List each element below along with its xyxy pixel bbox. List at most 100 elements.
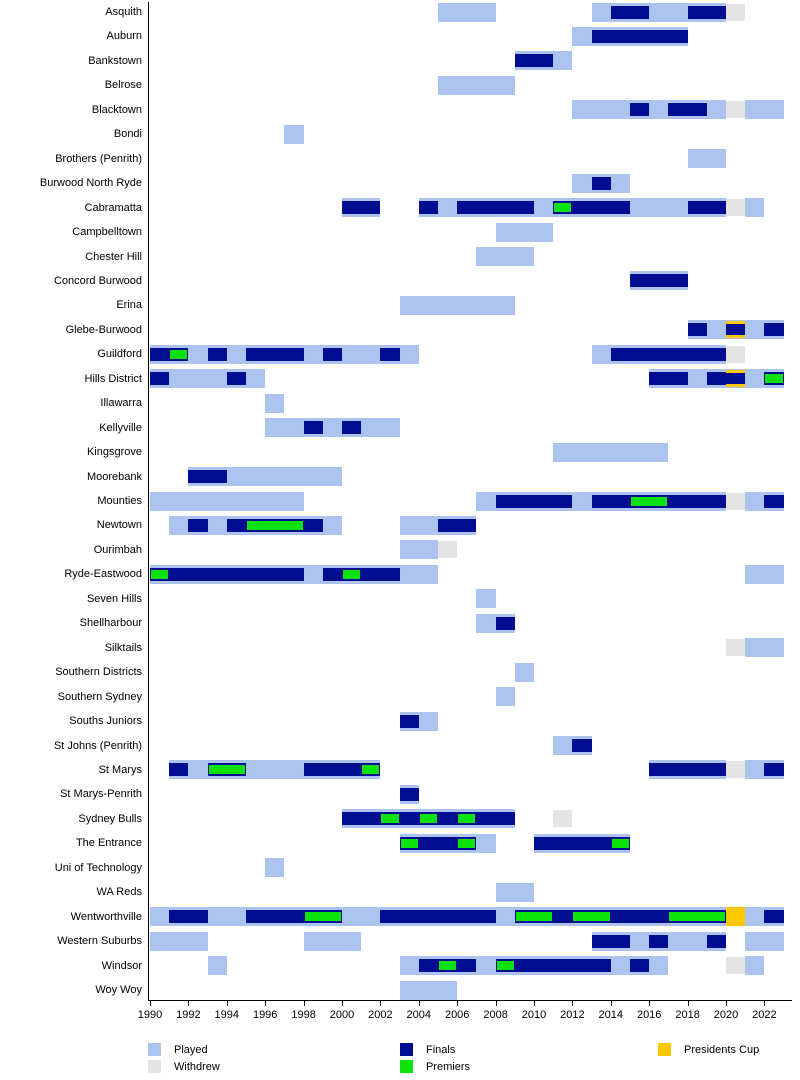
bar-segment-played — [342, 907, 381, 927]
bar-segment-finals — [591, 176, 611, 190]
x-axis-tick-label: 2002 — [368, 1009, 393, 1021]
bar-segment-premiers — [362, 765, 380, 775]
bar-segment-finals — [361, 567, 400, 581]
legend-item-finals: Finals — [400, 1043, 600, 1057]
bar-segment-withdrew — [438, 541, 458, 559]
bar-segment-played — [399, 344, 419, 364]
bar-segment-finals — [610, 5, 650, 19]
row-label: Hills District — [84, 372, 142, 385]
bar-segment-premiers — [304, 912, 341, 922]
bar-segment-withdrew — [726, 639, 746, 657]
bar-segment-finals — [706, 934, 726, 948]
bar-segment-finals — [188, 518, 208, 532]
row-label: Belrose — [104, 79, 142, 92]
bar-segment-finals — [457, 201, 534, 215]
bar-segment-played — [745, 100, 784, 120]
bar-segment-played — [649, 100, 669, 120]
bar-segment-finals — [514, 959, 611, 973]
legend-swatch-played — [148, 1043, 161, 1056]
x-axis-tick — [226, 1000, 228, 1006]
bar-segment-played — [553, 736, 573, 755]
bar-segment-played — [745, 638, 784, 658]
row-label: WA Reds — [96, 886, 142, 899]
bar-segment-presidents-cup — [726, 907, 746, 927]
bar-segment-finals — [438, 812, 458, 826]
bar-segment-finals — [342, 201, 381, 215]
row-label: Southern Districts — [55, 666, 142, 679]
bar-segment-premiers — [400, 838, 418, 848]
bar-segment-played — [438, 2, 496, 22]
bar-segment-played — [226, 467, 342, 487]
row-label: St Marys — [98, 763, 142, 776]
bar-segment-finals — [322, 567, 342, 581]
bar-segment-played — [745, 491, 765, 511]
x-axis-tick — [418, 1000, 420, 1006]
row-label: Woy Woy — [95, 984, 142, 996]
bar-segment-premiers — [247, 520, 303, 530]
x-axis-tick — [303, 1000, 305, 1006]
bar-segment-finals — [226, 372, 246, 386]
bar-segment-finals — [150, 372, 170, 386]
bar-segment-played — [495, 687, 515, 707]
bar-segment-finals — [630, 959, 650, 973]
x-axis-tick-label: 2022 — [752, 1009, 777, 1021]
row-label: Sydney Bulls — [78, 812, 142, 825]
bar-segment-played — [745, 564, 784, 584]
bar-segment-premiers — [439, 961, 457, 971]
legend-item-withdrew: Withdrew — [148, 1060, 348, 1074]
row-label: Blacktown — [91, 103, 142, 116]
bar-segment-played — [476, 589, 496, 609]
bar-segment-played — [150, 907, 170, 927]
x-axis-tick — [495, 1000, 497, 1006]
bar-segment-finals — [303, 421, 323, 435]
row-label: Burwood North Ryde — [39, 177, 142, 190]
bar-segment-finals — [438, 518, 477, 532]
bar-segment-finals — [726, 324, 746, 336]
bar-segment-finals — [303, 763, 362, 777]
bar-segment-played — [226, 344, 246, 364]
x-axis-tick-label: 1996 — [252, 1009, 278, 1021]
x-axis-tick — [726, 1000, 727, 1006]
bar-segment-played — [169, 369, 227, 389]
row-label: Concord Burwood — [53, 274, 142, 287]
bar-segment-finals — [150, 347, 170, 361]
row-label: Campbelltown — [72, 226, 142, 239]
bar-segment-finals — [591, 29, 688, 43]
legend-swatch-withdrew — [148, 1060, 161, 1073]
bar-segment-played — [150, 931, 208, 951]
x-axis-tick — [188, 1000, 190, 1006]
bar-segment-played — [265, 418, 304, 438]
bar-segment-withdrew — [553, 810, 573, 828]
bar-segment-played — [572, 26, 592, 46]
bar-segment-withdrew — [726, 199, 746, 217]
bar-segment-played — [265, 393, 285, 413]
x-axis-tick — [380, 1000, 382, 1006]
bar-segment-played — [495, 222, 554, 242]
bar-segment-played — [630, 931, 650, 951]
bar-segment-played — [188, 344, 208, 364]
x-axis-tick — [265, 1000, 267, 1006]
bar-segment-finals — [687, 5, 726, 19]
bar-segment-finals — [226, 518, 246, 532]
bar-segment-played — [476, 247, 534, 266]
row-label: Ryde-Eastwood — [64, 568, 142, 581]
bar-segment-played — [169, 515, 189, 535]
bar-segment-played — [322, 515, 342, 535]
bar-segment-premiers — [573, 912, 610, 922]
bar-segment-finals — [418, 959, 438, 973]
x-axis-tick-label: 2000 — [329, 1009, 355, 1021]
bar-segment-withdrew — [726, 761, 746, 779]
x-axis-tick-label: 2008 — [483, 1009, 508, 1021]
bar-segment-finals — [591, 934, 630, 948]
bar-segment-played — [303, 564, 323, 584]
bar-segment-finals — [495, 494, 573, 508]
row-label: Newtown — [96, 519, 142, 532]
bar-segment-played — [322, 418, 342, 438]
row-label: Cabramatta — [84, 201, 142, 214]
bar-segment-played — [534, 198, 554, 218]
bar-segment-finals — [649, 934, 669, 948]
x-axis-tick — [572, 1000, 574, 1006]
x-axis-tick-label: 2010 — [521, 1009, 547, 1021]
bar-segment-finals — [399, 714, 419, 728]
bar-segment-played — [572, 100, 630, 120]
